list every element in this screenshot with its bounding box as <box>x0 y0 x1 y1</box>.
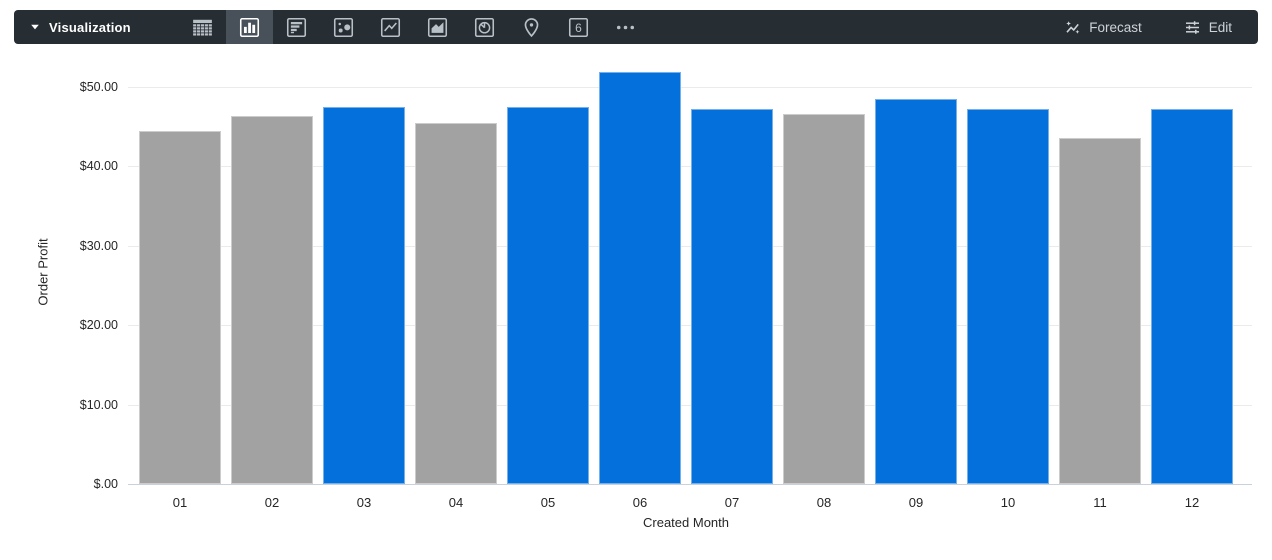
chart-type-more-options[interactable] <box>602 10 649 44</box>
bar-month-07[interactable] <box>691 109 773 484</box>
gridline <box>128 166 1252 168</box>
forecast-icon <box>1064 19 1081 36</box>
bar-month-08[interactable] <box>783 113 865 484</box>
gridline <box>128 245 1252 247</box>
chevron-down-icon <box>30 22 40 32</box>
edit-icon <box>1184 19 1201 36</box>
gridline <box>128 325 1252 327</box>
x-tick-label: 06 <box>632 495 648 510</box>
gridline <box>128 87 1252 88</box>
forecast-label: Forecast <box>1089 19 1142 35</box>
bar-month-05[interactable] <box>507 106 589 484</box>
visualization-label: Visualization <box>49 19 131 35</box>
bar-month-10[interactable] <box>967 109 1049 484</box>
chart-type-map-pin-icon[interactable] <box>508 10 555 44</box>
x-tick-label: 03 <box>356 495 372 510</box>
chart-type-switcher: 6 <box>179 10 649 44</box>
chart-type-scatter-plot-icon[interactable] <box>320 10 367 44</box>
bar-month-09[interactable] <box>875 98 957 484</box>
chart-type-pie-chart-icon[interactable] <box>461 10 508 44</box>
edit-label: Edit <box>1208 19 1232 35</box>
x-tick-label: 04 <box>448 495 464 510</box>
bar-month-12[interactable] <box>1151 109 1233 484</box>
y-tick-label: $50.00 <box>79 80 118 94</box>
visualization-dropdown[interactable]: Visualization <box>14 10 147 44</box>
x-tick-label: 11 <box>1093 495 1107 510</box>
bar-month-01[interactable] <box>139 130 221 484</box>
x-tick-label: 05 <box>540 495 556 510</box>
bar-month-02[interactable] <box>231 115 313 484</box>
bar-month-04[interactable] <box>415 122 497 484</box>
y-tick-label: $40.00 <box>79 159 118 174</box>
x-tick-label: 09 <box>908 495 924 510</box>
x-tick-label: 07 <box>724 495 740 510</box>
chart-type-area-chart-icon[interactable] <box>414 10 461 44</box>
chart-type-column-chart-icon[interactable] <box>225 10 273 44</box>
visualization-toolbar: Visualization 6 Forecast Edit <box>14 10 1258 44</box>
bar-month-06[interactable] <box>599 71 681 484</box>
x-axis-line <box>128 484 1252 485</box>
y-tick-label: $.00 <box>93 477 118 491</box>
chart-type-single-value-icon[interactable]: 6 <box>555 10 602 44</box>
bar-month-03[interactable] <box>323 106 405 484</box>
svg-text:6: 6 <box>575 20 582 34</box>
y-tick-label: $30.00 <box>79 238 118 253</box>
x-tick-label: 01 <box>172 495 188 510</box>
chart-type-line-chart-icon[interactable] <box>367 10 414 44</box>
chart-type-table-icon[interactable] <box>179 10 226 44</box>
y-tick-label: $10.00 <box>79 397 118 412</box>
y-tick-label: $20.00 <box>79 318 118 333</box>
x-tick-label: 10 <box>1000 495 1016 510</box>
x-axis-title: Created Month <box>643 515 729 530</box>
x-tick-label: 02 <box>264 495 280 510</box>
x-tick-label: 12 <box>1184 495 1200 510</box>
chart-type-bar-chart-icon[interactable] <box>273 10 320 44</box>
forecast-button[interactable]: Forecast <box>1064 19 1142 36</box>
x-tick-label: 08 <box>816 495 832 510</box>
edit-button[interactable]: Edit <box>1184 19 1232 36</box>
gridline <box>128 404 1252 406</box>
bar-month-11[interactable] <box>1059 137 1141 484</box>
